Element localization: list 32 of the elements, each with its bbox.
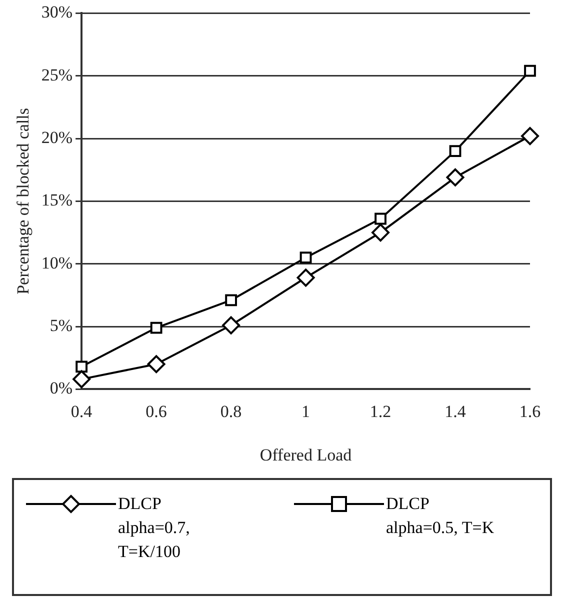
point <box>76 360 88 373</box>
point <box>374 212 386 225</box>
point <box>300 252 312 264</box>
point <box>446 168 464 186</box>
point <box>449 145 462 158</box>
x-tick-label: 0.8 <box>220 402 242 421</box>
point <box>147 355 166 374</box>
y-tick-label: 25% <box>41 65 73 84</box>
x-tick-label: 1.2 <box>370 402 392 421</box>
y-tick-label: 20% <box>41 128 73 147</box>
x-axis-title: Offered Load <box>260 445 352 464</box>
x-tick-label: 1.6 <box>519 402 541 421</box>
point <box>372 224 390 242</box>
point <box>72 370 91 388</box>
point <box>150 322 162 334</box>
legend-label: DLCP alpha=0.5, T=K <box>386 493 496 539</box>
y-tick-label: 10% <box>41 253 73 272</box>
x-tick-label: 1.4 <box>444 402 466 421</box>
y-tick-label: 5% <box>50 316 73 335</box>
y-tick-label: 15% <box>41 190 73 210</box>
point <box>225 294 237 306</box>
legend-label: DLCP alpha=0.7, T=K/100 <box>118 493 191 563</box>
y-tick-label: 0% <box>50 378 73 398</box>
point <box>296 268 315 287</box>
y-axis-title: Percentage of blocked calls <box>14 108 33 294</box>
x-tick-label: 0.6 <box>146 402 167 421</box>
point <box>521 127 539 146</box>
y-tick-label: 30% <box>41 2 73 22</box>
point <box>524 64 536 77</box>
x-tick-label: 1 <box>302 402 310 421</box>
point <box>222 316 240 334</box>
x-tick-label: 0.4 <box>70 402 93 421</box>
